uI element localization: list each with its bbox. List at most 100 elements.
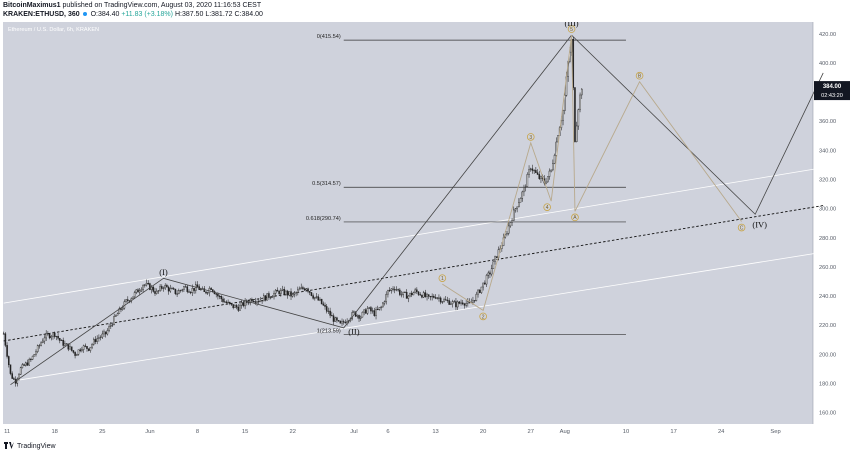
footer: TradingView bbox=[4, 442, 56, 450]
candle-body bbox=[484, 282, 486, 285]
candle-body bbox=[271, 296, 274, 298]
y-tick-label: 280.00 bbox=[819, 236, 836, 242]
status-dot-icon bbox=[82, 12, 87, 17]
candle-body bbox=[4, 333, 7, 346]
candle-body bbox=[434, 297, 437, 299]
candle-body bbox=[186, 286, 189, 292]
candle-body bbox=[414, 289, 416, 293]
x-tick-label: 8 bbox=[196, 429, 199, 435]
x-tick-label: 10 bbox=[623, 429, 629, 435]
candle-body bbox=[103, 331, 105, 335]
x-tick-label: 22 bbox=[289, 429, 295, 435]
candle-body bbox=[257, 301, 260, 303]
candle-body bbox=[108, 326, 110, 331]
candle-body bbox=[535, 170, 537, 173]
candle-body bbox=[74, 352, 76, 356]
candle-body bbox=[409, 292, 411, 297]
candle-body bbox=[387, 290, 389, 295]
candle-body bbox=[94, 339, 97, 342]
candle-body bbox=[113, 315, 115, 325]
candle-body bbox=[427, 294, 430, 297]
candle-body bbox=[178, 290, 180, 295]
candle-body bbox=[344, 321, 347, 324]
candle-body bbox=[579, 94, 581, 110]
candle-body bbox=[572, 38, 575, 88]
candle-body bbox=[307, 288, 309, 292]
candle-body bbox=[546, 176, 549, 183]
candle-body bbox=[485, 275, 488, 285]
candle-body bbox=[183, 286, 185, 290]
sub-wave-label: 3 bbox=[529, 135, 532, 141]
candle-body bbox=[239, 304, 241, 311]
fib-level-label: 0.618(290.74) bbox=[306, 216, 341, 222]
candle-body bbox=[458, 301, 461, 304]
candle-body bbox=[519, 198, 522, 203]
sub-wave-label: B bbox=[638, 74, 642, 80]
candle-body bbox=[490, 268, 493, 275]
candle-body bbox=[308, 291, 311, 293]
candle-body bbox=[373, 310, 376, 316]
candle-body bbox=[273, 293, 275, 298]
main-wave-label: (III) bbox=[564, 22, 578, 28]
candle-body bbox=[337, 320, 340, 322]
candle-body bbox=[193, 287, 195, 291]
candle-body bbox=[361, 311, 364, 318]
candle-body bbox=[475, 293, 478, 301]
candle-body bbox=[319, 298, 321, 301]
candle-body bbox=[310, 292, 313, 296]
candle-body bbox=[285, 290, 287, 295]
candle-body bbox=[317, 296, 320, 301]
candle-body bbox=[142, 284, 144, 290]
candle-body bbox=[461, 302, 464, 305]
candle-body bbox=[249, 299, 251, 304]
candle-body bbox=[467, 300, 469, 304]
candle-body bbox=[82, 345, 85, 350]
candle-body bbox=[222, 298, 224, 302]
candle-body bbox=[314, 296, 316, 299]
x-tick-label: Jul bbox=[350, 429, 357, 435]
candle-body bbox=[545, 181, 547, 184]
candle-body bbox=[303, 288, 306, 291]
candle-body bbox=[64, 343, 66, 346]
candle-body bbox=[230, 303, 233, 305]
candle-body bbox=[436, 297, 439, 299]
candle-body bbox=[36, 345, 39, 352]
candle-body bbox=[363, 309, 365, 313]
sub-wave-line bbox=[442, 35, 742, 312]
candle-body bbox=[424, 292, 427, 297]
plot-background bbox=[3, 22, 813, 424]
channel-lower-line bbox=[17, 251, 824, 381]
candle-body bbox=[79, 349, 81, 352]
candle-body bbox=[149, 283, 151, 290]
candle-body bbox=[376, 309, 379, 311]
x-tick-label: 11 bbox=[4, 429, 10, 435]
candle-body bbox=[438, 297, 440, 299]
candle-body bbox=[31, 355, 34, 360]
candle-body bbox=[290, 291, 292, 297]
y-tick-label: 180.00 bbox=[819, 381, 836, 387]
ohlc-high: H:387.50 bbox=[174, 11, 204, 18]
candle-body bbox=[162, 287, 165, 289]
y-tick-label: 420.00 bbox=[819, 32, 836, 38]
candle-body bbox=[422, 292, 425, 298]
candle-body bbox=[166, 284, 168, 288]
candle-body bbox=[536, 172, 539, 175]
price-chart[interactable]: 160.00180.00200.00220.00240.00260.00280.… bbox=[0, 22, 850, 440]
candle-body bbox=[152, 286, 155, 292]
candle-body bbox=[492, 261, 495, 269]
candle-body bbox=[528, 169, 530, 175]
last-price-tag bbox=[814, 81, 850, 101]
fib-level-label: 0.5(314.57) bbox=[312, 181, 341, 187]
sub-wave-label-circle bbox=[438, 274, 447, 282]
candle-body bbox=[9, 364, 12, 374]
candle-body bbox=[407, 295, 410, 299]
candle-body bbox=[453, 301, 456, 303]
candle-body bbox=[60, 339, 63, 341]
candle-body bbox=[191, 287, 194, 293]
candle-body bbox=[184, 286, 187, 288]
candle-body bbox=[371, 310, 374, 312]
candle-body bbox=[555, 141, 558, 156]
candle-body bbox=[189, 292, 192, 294]
candle-body bbox=[53, 332, 56, 337]
candle-body bbox=[305, 288, 308, 291]
